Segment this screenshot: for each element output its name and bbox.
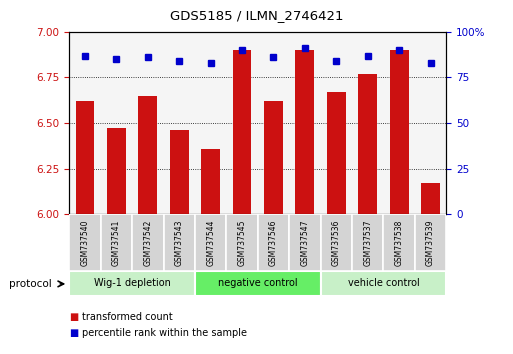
Text: protocol: protocol (9, 279, 52, 289)
Bar (352, 214, 383, 271)
Bar (258, 214, 289, 271)
Bar (233, 50, 251, 214)
Bar (390, 50, 408, 214)
Bar (421, 183, 440, 214)
Text: GSM737536: GSM737536 (332, 219, 341, 266)
Text: GSM737540: GSM737540 (81, 219, 89, 266)
Text: GSM737545: GSM737545 (238, 219, 247, 266)
Text: ■: ■ (69, 312, 78, 322)
Bar (101, 214, 132, 271)
Bar (69, 271, 195, 296)
Bar (139, 96, 157, 214)
Text: percentile rank within the sample: percentile rank within the sample (82, 328, 247, 338)
Text: transformed count: transformed count (82, 312, 173, 322)
Bar (170, 130, 189, 214)
Text: GSM737544: GSM737544 (206, 219, 215, 266)
Bar (195, 271, 321, 296)
Text: GSM737543: GSM737543 (175, 219, 184, 266)
Bar (327, 92, 346, 214)
Bar (201, 149, 220, 214)
Bar (383, 214, 415, 271)
Bar (321, 271, 446, 296)
Bar (75, 101, 94, 214)
Text: vehicle control: vehicle control (348, 278, 419, 288)
Text: GSM737541: GSM737541 (112, 219, 121, 266)
Text: GSM737537: GSM737537 (363, 219, 372, 266)
Bar (164, 214, 195, 271)
Bar (321, 214, 352, 271)
Text: GSM737538: GSM737538 (394, 219, 404, 266)
Bar (295, 50, 314, 214)
Text: negative control: negative control (218, 278, 298, 288)
Bar (289, 214, 321, 271)
Text: GSM737546: GSM737546 (269, 219, 278, 266)
Text: ■: ■ (69, 328, 78, 338)
Text: GSM737539: GSM737539 (426, 219, 435, 266)
Bar (226, 214, 258, 271)
Bar (195, 214, 226, 271)
Text: Wig-1 depletion: Wig-1 depletion (94, 278, 170, 288)
Bar (358, 74, 377, 214)
Bar (107, 129, 126, 214)
Bar (264, 101, 283, 214)
Bar (132, 214, 164, 271)
Text: GSM737547: GSM737547 (301, 219, 309, 266)
Bar (69, 214, 101, 271)
Text: GSM737542: GSM737542 (143, 219, 152, 266)
Bar (415, 214, 446, 271)
Text: GDS5185 / ILMN_2746421: GDS5185 / ILMN_2746421 (170, 9, 343, 22)
